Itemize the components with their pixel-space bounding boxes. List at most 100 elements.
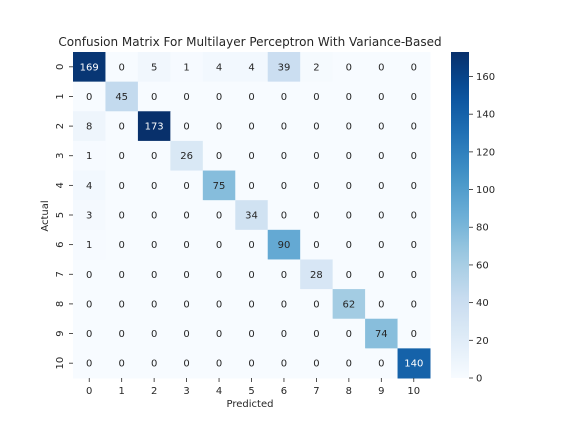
heatmap-cell xyxy=(202,200,236,231)
cell-value-label: 0 xyxy=(86,299,92,310)
heatmap-cell xyxy=(235,229,269,260)
cell-value-label: 4 xyxy=(86,181,92,192)
cell-value-label: 0 xyxy=(118,62,124,73)
cell-value-label: 0 xyxy=(313,299,319,310)
cell-value-label: 0 xyxy=(346,122,352,133)
heatmap-cell xyxy=(73,259,106,290)
cell-value-label: 0 xyxy=(378,211,384,222)
heatmap-cell xyxy=(365,52,399,83)
colorbar xyxy=(451,52,469,378)
heatmap-cell xyxy=(365,318,399,349)
cell-value-label: 0 xyxy=(378,151,384,162)
cell-value-label: 0 xyxy=(281,181,287,192)
x-axis-label: Predicted xyxy=(227,399,274,410)
cell-value-label: 0 xyxy=(346,181,352,192)
heatmap-cell xyxy=(105,111,139,142)
heatmap-cell xyxy=(332,52,366,83)
heatmap-cell xyxy=(170,52,204,83)
heatmap-cell xyxy=(137,81,171,112)
heatmap-cell xyxy=(137,348,171,379)
heatmap-cell xyxy=(235,170,269,201)
cell-value-label: 0 xyxy=(216,211,222,222)
heatmap-cell xyxy=(202,289,236,320)
colorbar-tick-label: 0 xyxy=(476,374,482,385)
heatmap-cell xyxy=(73,289,106,320)
heatmap-cell xyxy=(267,259,301,290)
cell-value-label: 28 xyxy=(310,270,323,281)
cell-value-label: 0 xyxy=(346,240,352,251)
cell-value-label: 0 xyxy=(118,240,124,251)
cell-value-label: 0 xyxy=(281,92,287,103)
cell-value-label: 0 xyxy=(378,62,384,73)
y-tick-label: 5 xyxy=(55,212,66,218)
cell-value-label: 0 xyxy=(281,270,287,281)
cell-value-label: 4 xyxy=(216,62,222,73)
heatmap-cell xyxy=(73,229,106,260)
cell-value-label: 0 xyxy=(216,270,222,281)
cell-value-label: 0 xyxy=(411,62,417,73)
heatmap-cell xyxy=(397,318,431,349)
cell-value-label: 62 xyxy=(342,299,355,310)
y-tick-label: 7 xyxy=(55,271,66,277)
heatmap-cell xyxy=(105,318,139,349)
cell-value-label: 0 xyxy=(248,299,254,310)
heatmap-cell xyxy=(397,140,431,172)
cell-value-label: 2 xyxy=(313,62,319,73)
heatmap-cell xyxy=(137,289,171,320)
cell-value-label: 0 xyxy=(248,270,254,281)
heatmap-cell xyxy=(267,52,301,83)
cell-value-label: 0 xyxy=(248,240,254,251)
cell-value-label: 0 xyxy=(151,211,157,222)
cell-value-label: 0 xyxy=(378,359,384,370)
heatmap-cell xyxy=(397,289,431,320)
cell-value-label: 45 xyxy=(115,92,128,103)
cell-value-label: 0 xyxy=(346,270,352,281)
y-tick-label: 3 xyxy=(55,153,66,159)
cell-value-label: 0 xyxy=(151,92,157,103)
cell-value-label: 0 xyxy=(86,270,92,281)
colorbar-ticks: 0 20 40 60 80 100 120 140 160 xyxy=(469,72,495,385)
heatmap-cell xyxy=(300,200,334,231)
y-axis-label: Actual xyxy=(40,200,51,231)
x-tick-label: 10 xyxy=(407,386,420,397)
colorbar-tick-label: 140 xyxy=(476,110,495,121)
heatmap-cell xyxy=(137,111,171,142)
cell-value-label: 173 xyxy=(145,122,164,133)
cell-value-label: 0 xyxy=(216,151,222,162)
cell-value-label: 0 xyxy=(313,211,319,222)
heatmap-cell xyxy=(300,318,334,349)
heatmap-cell xyxy=(300,52,334,83)
heatmap-cell xyxy=(267,170,301,201)
heatmap-cell xyxy=(202,170,236,201)
heatmap-cell xyxy=(105,289,139,320)
cell-value-label: 0 xyxy=(411,92,417,103)
cell-value-label: 0 xyxy=(183,211,189,222)
cell-value-label: 0 xyxy=(281,359,287,370)
cell-value-label: 0 xyxy=(378,270,384,281)
heatmap-cell xyxy=(105,229,139,260)
heatmap-cell xyxy=(267,348,301,379)
heatmap-cell xyxy=(365,170,399,201)
cell-value-label: 0 xyxy=(118,359,124,370)
cell-value-label: 3 xyxy=(86,211,92,222)
heatmap-cell xyxy=(73,111,106,142)
heatmap-cell xyxy=(267,229,301,260)
cell-value-label: 0 xyxy=(216,329,222,340)
cell-value-label: 34 xyxy=(245,211,258,222)
cell-value-label: 0 xyxy=(183,359,189,370)
chart-title: Confusion Matrix For Multilayer Perceptr… xyxy=(58,35,441,49)
cell-value-label: 0 xyxy=(411,122,417,133)
cell-value-label: 0 xyxy=(313,181,319,192)
heatmap-cell xyxy=(397,170,431,201)
heatmap-cell xyxy=(332,140,366,172)
cell-value-label: 8 xyxy=(86,122,92,133)
cell-value-label: 0 xyxy=(118,299,124,310)
x-tick-labels: 0 1 2 3 4 5 6 7 8 9 10 xyxy=(86,378,420,397)
cell-value-label: 0 xyxy=(411,329,417,340)
heatmap-cell xyxy=(202,52,236,83)
heatmap-cell xyxy=(267,140,301,172)
cell-value-label: 0 xyxy=(183,299,189,310)
cell-value-label: 0 xyxy=(346,62,352,73)
heatmap-cell xyxy=(202,318,236,349)
